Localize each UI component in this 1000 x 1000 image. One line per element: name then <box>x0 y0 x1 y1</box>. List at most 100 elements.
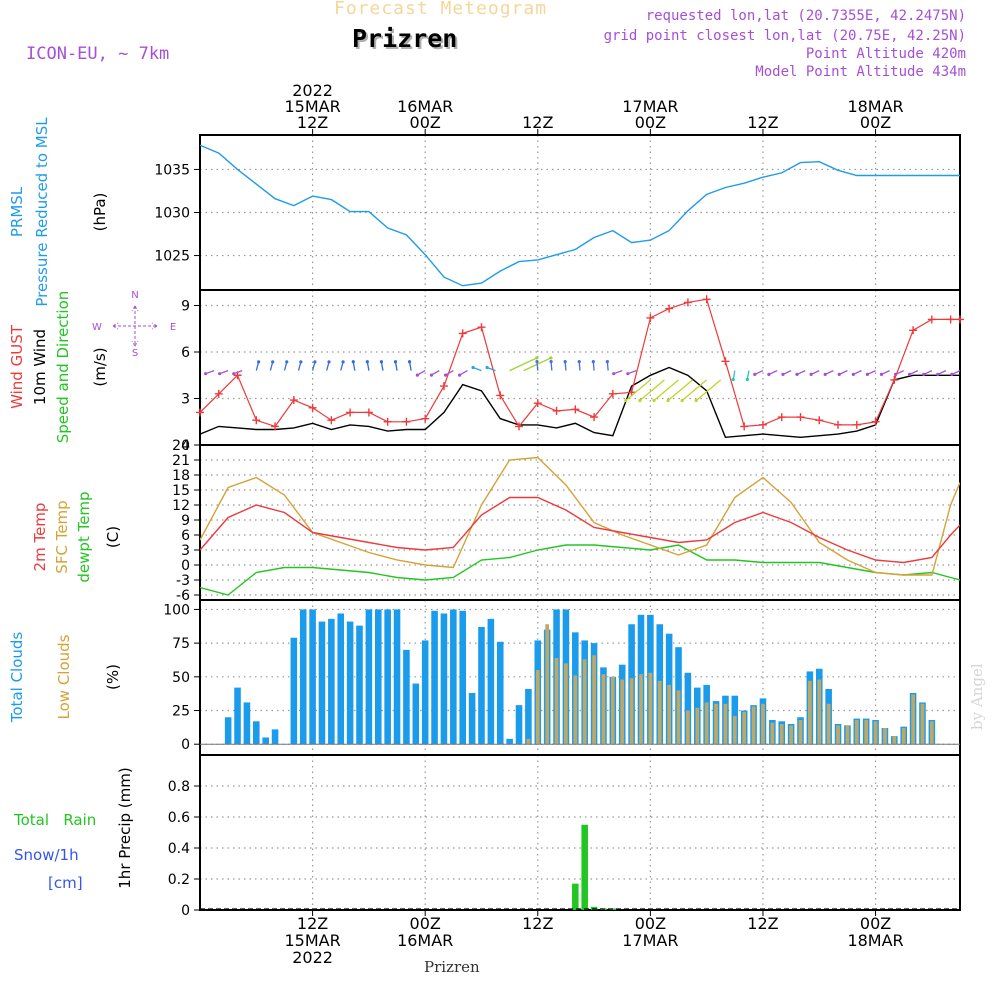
low-cloud-bar <box>826 703 831 745</box>
gust-marker <box>308 403 317 412</box>
x-tick-label: 00Z <box>860 914 891 933</box>
low-cloud-bar <box>920 703 925 745</box>
y-tick-label: 1035 <box>154 162 190 178</box>
low-cloud-bar <box>751 706 756 745</box>
total-cloud-bar <box>450 609 457 745</box>
total-cloud-bar <box>403 649 410 745</box>
total-cloud-bar <box>318 621 326 745</box>
y-tick-label: 25 <box>172 704 190 720</box>
low-cloud-bar <box>732 715 737 745</box>
total-cloud-bar <box>684 672 692 745</box>
y-tick-label: 18 <box>172 468 190 484</box>
gust-marker <box>834 420 843 429</box>
temp-2m-line <box>200 496 960 564</box>
low-cloud-bar <box>573 675 578 745</box>
total-cloud-bar <box>234 687 241 745</box>
x-tick-label: 16MAR <box>397 97 453 116</box>
y-tick-label: 3 <box>181 392 190 408</box>
label-snow: Snow/1h <box>14 846 79 864</box>
x-tick-label: 17MAR <box>622 97 678 116</box>
gust-marker <box>740 422 749 431</box>
gust-marker <box>909 326 918 335</box>
y-tick-label: 1030 <box>154 206 190 222</box>
x-tick-label: 15MAR <box>284 931 340 950</box>
gust-marker <box>608 389 617 398</box>
total-cloud-bar <box>299 609 307 745</box>
y-tick-label: 0 <box>181 438 190 454</box>
gust-marker <box>458 329 467 338</box>
wind-arrowhead <box>257 360 261 364</box>
low-cloud-bar <box>798 719 803 745</box>
x-tick-label: 12Z <box>522 113 553 132</box>
low-cloud-bar <box>629 678 634 745</box>
wind-arrowhead <box>680 398 684 403</box>
low-cloud-bar <box>667 684 672 745</box>
low-cloud-bar <box>873 721 878 745</box>
x-tick-label: 00Z <box>860 113 891 132</box>
total-cloud-bar <box>431 610 438 745</box>
total-cloud-bar <box>243 702 251 745</box>
total-cloud-bar <box>290 637 298 745</box>
wind-speed-line <box>200 366 960 439</box>
gust-marker <box>702 295 711 304</box>
gust-marker <box>383 417 392 426</box>
gust-marker <box>271 422 280 431</box>
label-dewpt-temp: dewpt Temp <box>75 491 93 582</box>
wind-arrowhead <box>745 377 749 382</box>
wind-arrow <box>509 357 538 372</box>
low-cloud-bar <box>564 663 568 745</box>
low-cloud-bar <box>845 725 850 745</box>
gust-marker <box>590 413 599 422</box>
gust-marker <box>477 323 486 332</box>
label-snow-unit: [cm] <box>48 874 83 892</box>
label-unit-c: (C) <box>104 526 122 548</box>
y-tick-label: 0.8 <box>168 779 190 795</box>
rain-bar <box>581 824 588 910</box>
wind-arrowhead <box>879 372 884 377</box>
wind-arrowhead <box>458 373 462 377</box>
wind-arrow <box>695 379 722 401</box>
dewpoint-line <box>200 544 960 596</box>
wind-arrowhead <box>535 360 539 364</box>
footer-station: Prizren <box>424 958 480 976</box>
wind-arrowhead <box>365 360 369 364</box>
requested-coords: requested lon,lat (20.7355E, 42.2475N) <box>645 8 966 24</box>
label-unit-hpa: (hPa) <box>91 193 109 232</box>
total-cloud-bar <box>393 609 401 745</box>
wind-arrowhead <box>781 372 785 377</box>
gust-marker <box>196 408 204 417</box>
total-cloud-bar <box>468 693 476 745</box>
low-cloud-bar <box>779 724 784 745</box>
gust-marker <box>815 416 824 425</box>
x-tick-label: 12Z <box>297 914 328 933</box>
total-cloud-bar <box>346 621 354 745</box>
gust-marker <box>946 315 955 324</box>
grid-point-coords: grid point closest lon,lat (20.75E, 42.2… <box>603 28 966 44</box>
low-cloud-bar <box>864 719 869 745</box>
wind-arrowhead <box>393 360 398 364</box>
panel-frame <box>199 754 961 911</box>
y-tick-label: 6 <box>181 345 190 361</box>
gust-marker <box>421 414 430 423</box>
gust-marker <box>777 413 786 422</box>
low-cloud-bar <box>648 672 653 745</box>
low-cloud-bar <box>723 703 728 745</box>
total-cloud-bar <box>253 721 260 745</box>
wind-arrowhead <box>443 373 448 377</box>
compass-south-label: S <box>132 348 138 359</box>
model-label: ICON-EU, ~ 7km <box>26 44 170 64</box>
label-wind-gust: Wind GUST <box>8 324 26 409</box>
wind-arrowhead <box>351 360 355 364</box>
gust-marker <box>927 315 936 324</box>
y-tick-label: 0 <box>181 558 190 574</box>
y-tick-label: 50 <box>172 670 190 686</box>
y-tick-label: 12 <box>172 498 190 514</box>
label-2m-temp: 2m Temp <box>31 503 49 572</box>
gust-marker <box>683 298 692 307</box>
y-tick-label: 75 <box>172 636 190 652</box>
x-tick-label: 2022 <box>292 948 333 967</box>
wind-arrowhead <box>731 377 735 382</box>
wind-arrowhead <box>809 372 813 377</box>
low-cloud-bar <box>817 679 822 745</box>
